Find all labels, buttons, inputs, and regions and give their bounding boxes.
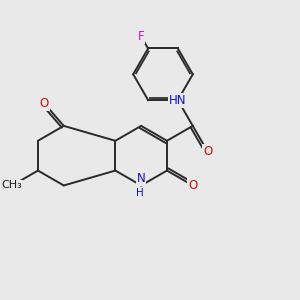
Text: H: H <box>136 188 144 198</box>
Text: O: O <box>40 97 49 110</box>
Text: N: N <box>137 172 146 185</box>
Text: HN: HN <box>169 94 187 106</box>
Text: O: O <box>203 145 212 158</box>
Text: F: F <box>138 30 144 43</box>
Text: CH₃: CH₃ <box>2 181 22 190</box>
Text: O: O <box>188 179 197 192</box>
